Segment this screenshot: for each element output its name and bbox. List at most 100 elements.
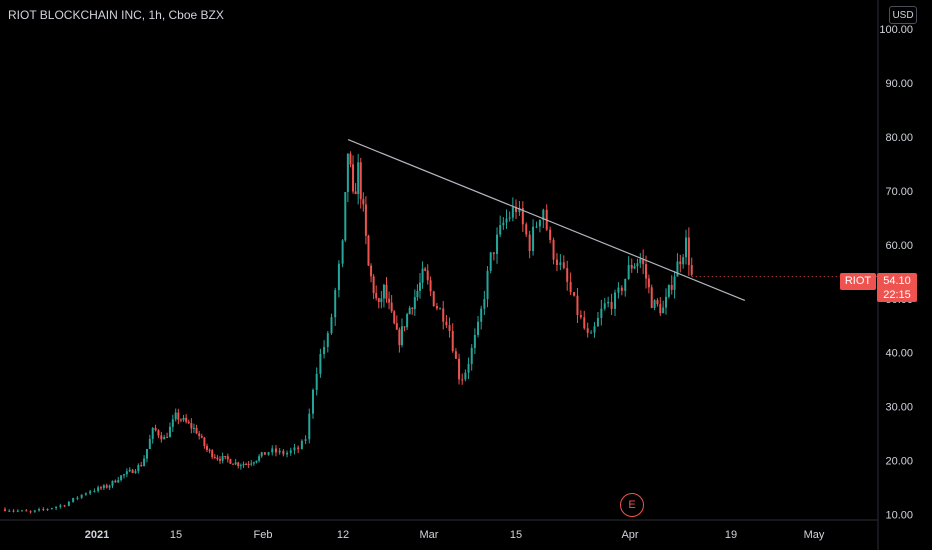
earnings-marker-icon[interactable]: E xyxy=(620,493,644,517)
last-price-value: 54.10 xyxy=(883,275,911,287)
price-tick-label: 20.00 xyxy=(885,456,913,468)
candle-body xyxy=(576,295,579,315)
candle-body xyxy=(289,450,292,453)
candle-body xyxy=(426,270,429,281)
candle-body xyxy=(352,164,355,192)
candle-body xyxy=(198,433,201,436)
candle-body xyxy=(367,235,370,266)
candle-body xyxy=(639,258,642,264)
time-tick-label: 15 xyxy=(510,529,522,541)
candle-body xyxy=(346,153,349,192)
candle-body xyxy=(145,448,148,459)
candle-body xyxy=(464,372,467,380)
last-price-badge: 54.10 22:15 xyxy=(877,273,917,302)
candle-body xyxy=(128,469,131,472)
candle-body xyxy=(486,270,489,300)
candle-body xyxy=(274,448,277,453)
candle-body xyxy=(535,226,538,228)
candle-body xyxy=(258,456,261,461)
candle-body xyxy=(108,485,111,488)
candle-body xyxy=(525,224,528,235)
candle-body xyxy=(76,497,79,499)
candle-body xyxy=(120,475,123,481)
candle-body xyxy=(650,287,653,308)
candle-body xyxy=(55,506,58,509)
time-tick-label: 12 xyxy=(337,529,349,541)
candle-body xyxy=(679,261,682,265)
candle-body xyxy=(125,471,128,475)
candle-body xyxy=(633,266,636,269)
candle-body xyxy=(148,438,151,449)
price-axis[interactable]: 100.0090.0080.0070.0060.0050.0040.0030.0… xyxy=(879,24,913,522)
candle-body xyxy=(532,226,535,252)
candle-body xyxy=(627,264,630,279)
candle-body xyxy=(569,281,572,293)
candle-body xyxy=(607,301,610,304)
symbol-price-label: RIOT xyxy=(840,273,876,290)
candle-body xyxy=(63,505,66,507)
descending-trendline[interactable] xyxy=(347,139,746,301)
candle-body xyxy=(393,311,396,324)
candle-body xyxy=(213,456,216,458)
trendline-layer[interactable] xyxy=(347,139,878,301)
candle-body xyxy=(282,450,285,455)
candle-body xyxy=(610,301,613,309)
candle-body xyxy=(593,326,596,333)
candle-body xyxy=(97,487,100,491)
candle-body xyxy=(187,421,190,424)
candle-body xyxy=(375,293,378,299)
candle-body xyxy=(573,292,576,296)
candle-body xyxy=(171,419,174,427)
currency-button[interactable]: USD xyxy=(889,6,917,24)
price-tick-label: 10.00 xyxy=(885,510,913,522)
candle-body xyxy=(195,427,198,434)
candle-body xyxy=(216,457,219,460)
candle-body xyxy=(442,308,445,322)
candle-body xyxy=(252,462,255,464)
candle-body xyxy=(255,460,258,463)
price-tick-label: 100.00 xyxy=(879,24,913,36)
candle-body xyxy=(286,452,289,455)
candle-body xyxy=(416,290,419,298)
candle-body xyxy=(413,297,416,309)
candle-body xyxy=(237,462,240,466)
candle-body xyxy=(137,465,140,472)
candle-body xyxy=(614,292,617,309)
candle-body xyxy=(16,510,19,512)
candle-body xyxy=(362,199,365,205)
candle-body xyxy=(59,505,62,507)
candle-body xyxy=(203,437,206,446)
candle-body xyxy=(429,280,432,292)
price-tick-label: 60.00 xyxy=(885,240,913,252)
price-tick-label: 80.00 xyxy=(885,132,913,144)
time-axis[interactable]: 2021 15 Feb 12 Mar 15 Apr 19 May xyxy=(85,529,825,541)
candle-body xyxy=(260,452,263,457)
candle-body xyxy=(467,363,470,373)
candle-body xyxy=(667,285,670,297)
candle-body xyxy=(154,427,157,431)
candle-body xyxy=(676,261,679,277)
candle-body xyxy=(432,291,435,307)
candle-body xyxy=(566,268,569,282)
candle-body xyxy=(418,282,421,291)
candle-body xyxy=(157,430,160,436)
candle-body xyxy=(617,287,620,293)
candle-body xyxy=(496,234,499,254)
candle-body xyxy=(377,298,380,303)
candle-body xyxy=(143,458,146,467)
candle-body xyxy=(357,162,360,194)
candle-body xyxy=(492,252,495,254)
price-tick-label: 70.00 xyxy=(885,186,913,198)
candle-body xyxy=(552,239,555,260)
candle-body xyxy=(528,234,531,252)
candle-body xyxy=(200,435,203,438)
candle-body xyxy=(72,497,75,502)
candle-body xyxy=(33,510,36,512)
candle-body xyxy=(102,485,105,489)
candle-body xyxy=(670,285,673,290)
candle-body xyxy=(642,258,645,265)
candle-body xyxy=(685,237,688,258)
candle-body xyxy=(518,208,521,213)
candle-body xyxy=(473,334,476,348)
